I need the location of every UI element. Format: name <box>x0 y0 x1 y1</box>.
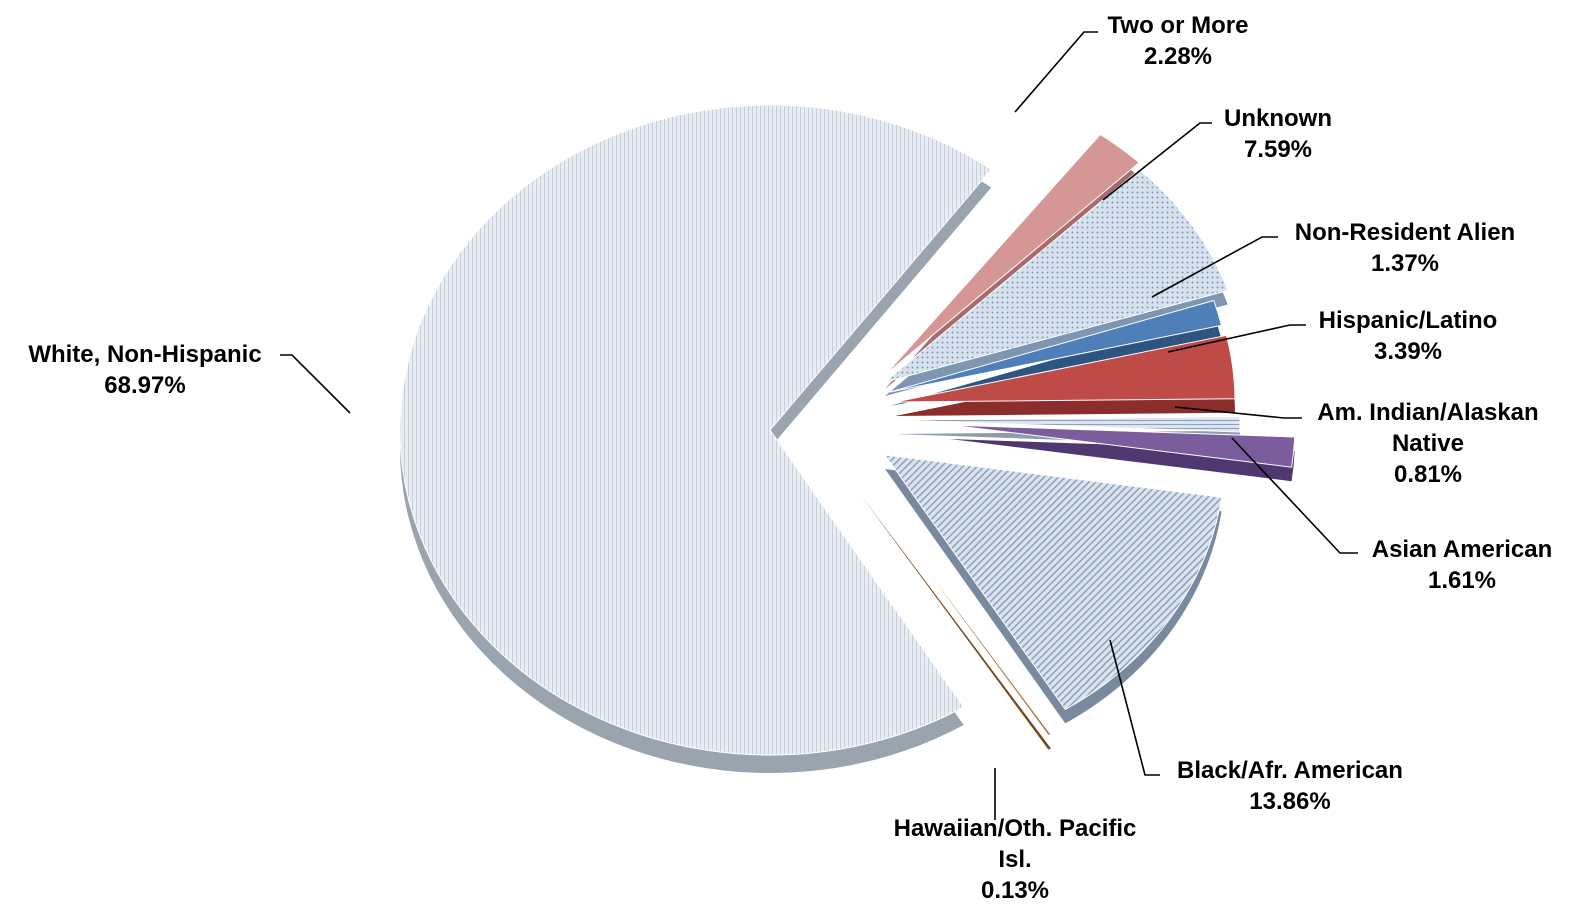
pie-slice-white <box>399 104 992 756</box>
slice-value-unknown: 7.59% <box>1244 136 1312 163</box>
slice-value-asian-american: 1.61% <box>1428 567 1496 594</box>
pie-slice-unknown <box>884 168 1229 383</box>
slice-value-two-or-more: 2.28% <box>1144 43 1212 70</box>
slice-value-white: 68.97% <box>104 372 185 399</box>
pie-slice-non-resident-alien <box>889 299 1223 393</box>
pie-slice-black-afr-american <box>883 454 1223 711</box>
leader-line-white <box>280 354 351 414</box>
pie-slice-two-or-more <box>884 133 1140 376</box>
pie-slice-hispanic-latino <box>894 334 1236 403</box>
slice-label-asian-american: Asian American <box>1372 536 1553 563</box>
slice-value-hispanic-latino: 3.39% <box>1374 338 1442 365</box>
pie-slice-hawaiian-pacific <box>859 479 1052 737</box>
leader-line-two-or-more <box>1014 31 1098 113</box>
leader-line-hispanic-latino <box>1167 324 1306 353</box>
slice-label-unknown: Unknown <box>1224 105 1332 132</box>
leader-line-non-resident-alien <box>1151 236 1278 298</box>
slice-value-non-resident-alien: 1.37% <box>1371 250 1439 277</box>
slice-label-hispanic-latino: Hispanic/Latino <box>1319 307 1498 334</box>
slice-label-non-resident-alien: Non-Resident Alien <box>1295 219 1515 246</box>
slice-value-hawaiian-pacific: 0.13% <box>981 877 1049 903</box>
slice-value-am-indian-alaskan: 0.81% <box>1394 461 1462 488</box>
slice-label-hawaiian-pacific: Hawaiian/Oth. Pacific <box>894 815 1137 842</box>
slice-label-am-indian-alaskan: Am. Indian/Alaskan <box>1317 399 1538 426</box>
pie-slice-side-hawaiian-pacific <box>860 494 1051 750</box>
pie-slice-am-indian-alaskan <box>894 416 1241 433</box>
slice-label-am-indian-alaskan: Native <box>1392 430 1464 457</box>
slice-label-white: White, Non-Hispanic <box>28 341 261 368</box>
leader-line-asian-american <box>1231 437 1358 554</box>
slice-label-black-afr-american: Black/Afr. American <box>1177 757 1403 784</box>
slice-label-two-or-more: Two or More <box>1108 12 1249 39</box>
leader-line-unknown <box>1102 122 1212 201</box>
slice-label-hawaiian-pacific: Isl. <box>998 846 1031 873</box>
slice-value-black-afr-american: 13.86% <box>1249 788 1330 815</box>
pie-slice-asian-american <box>949 424 1296 468</box>
leader-line-am-indian-alaskan <box>1174 406 1302 419</box>
leader-line-black-afr-american <box>1109 639 1160 776</box>
